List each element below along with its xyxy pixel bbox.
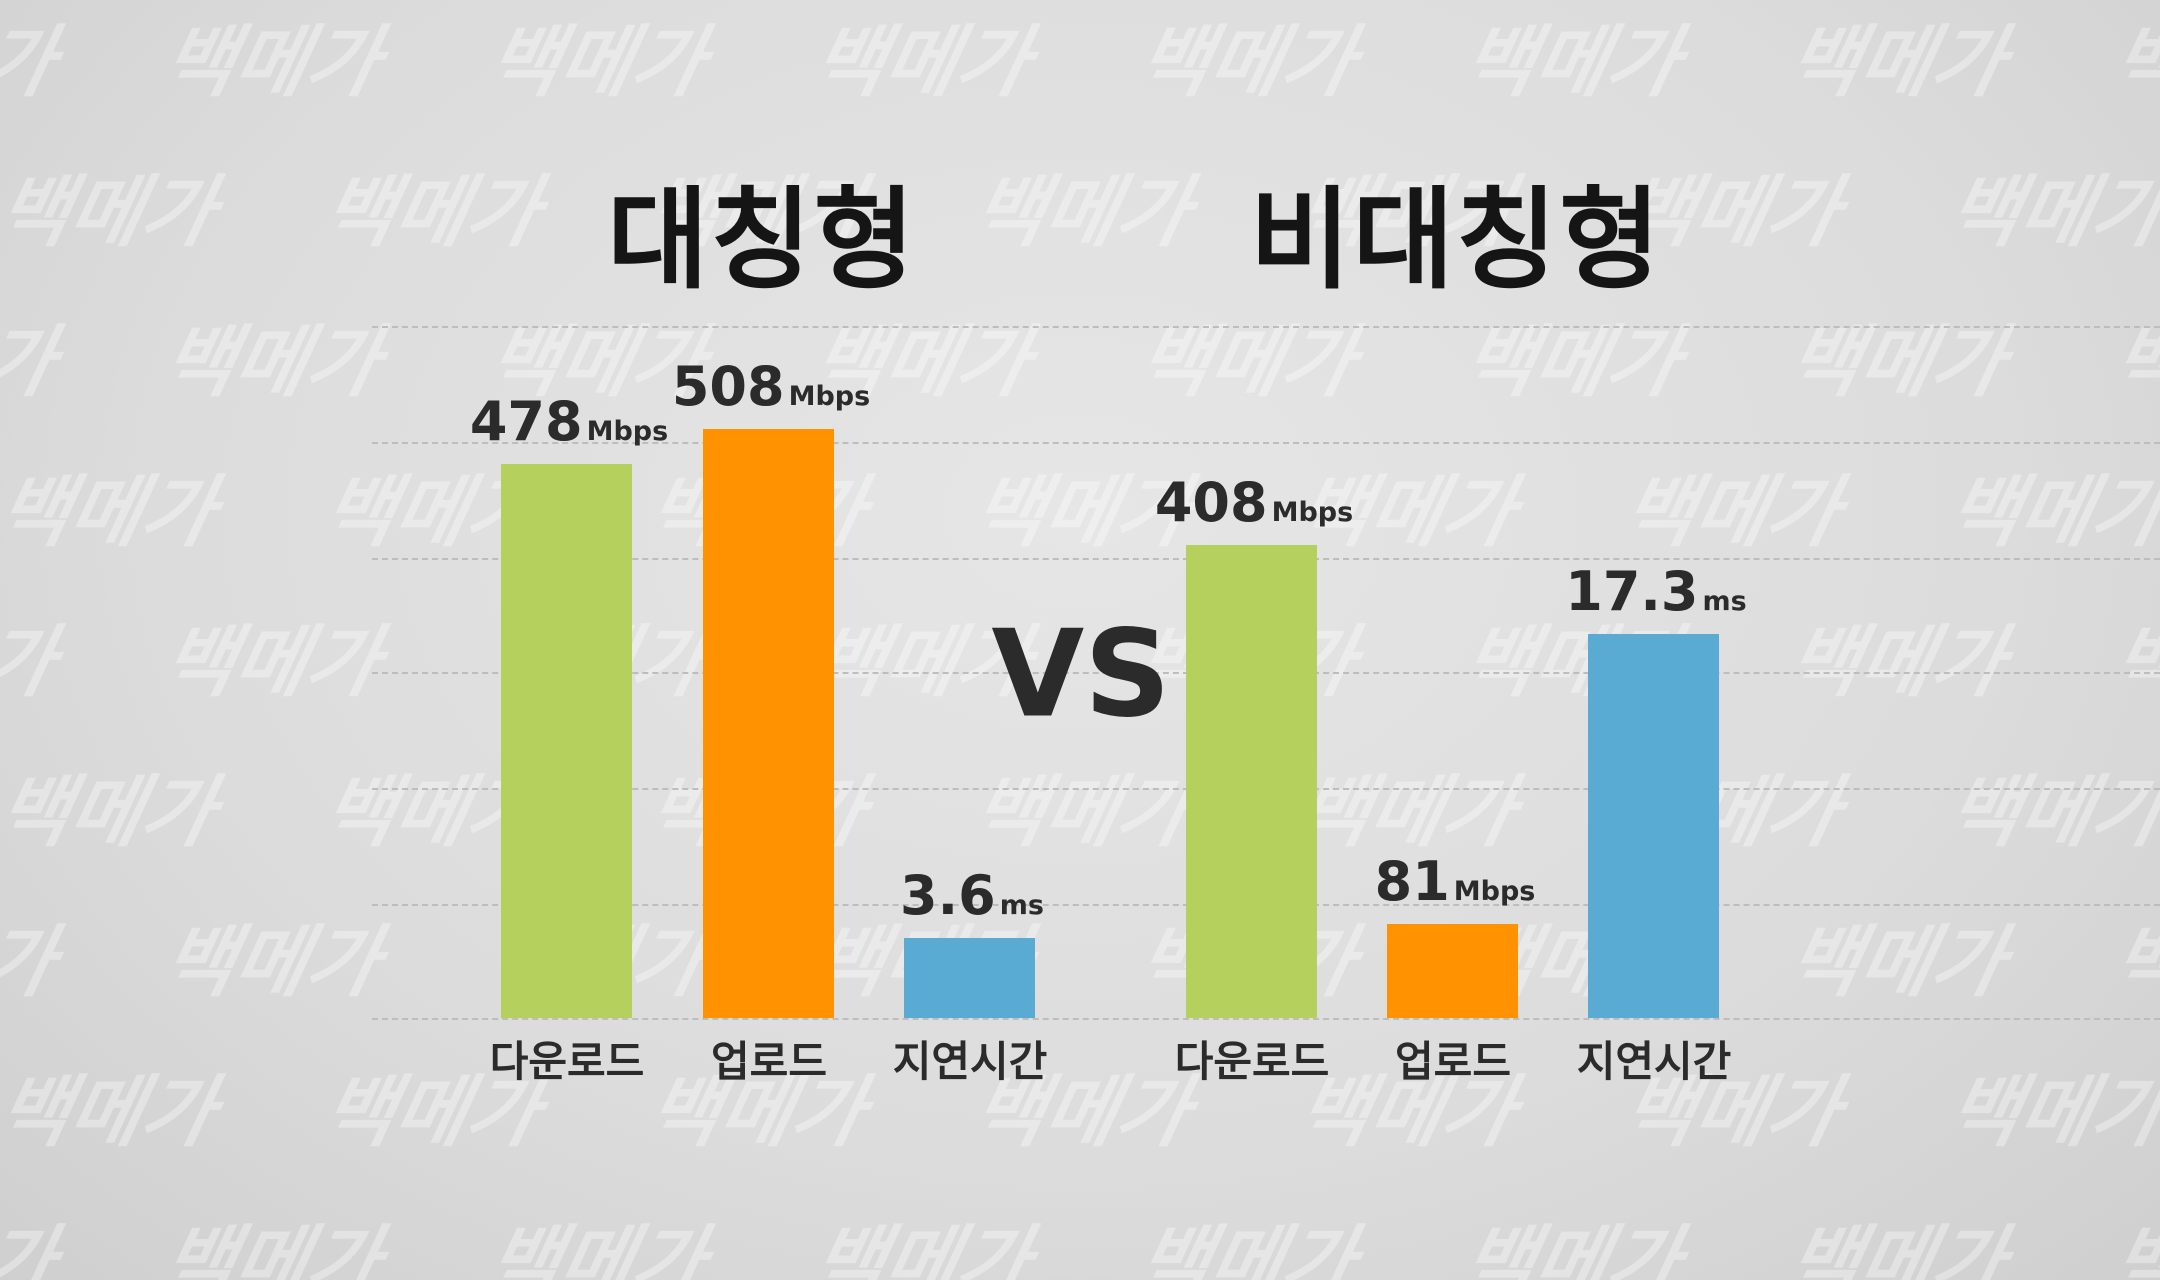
watermark-logo: 백메가: [153, 618, 389, 708]
watermark-logo: 백메가: [1778, 918, 2014, 1008]
value-unit: Mbps: [788, 380, 871, 412]
watermark-logo: 백메가: [1288, 768, 1524, 858]
watermark-logo: 백메가: [1938, 168, 2160, 258]
watermark-logo: 백메가: [963, 168, 1199, 258]
watermark-logo: 백메가: [1128, 1218, 1364, 1280]
value-number: 81: [1374, 850, 1450, 914]
vs-label: VS: [991, 605, 1171, 745]
watermark-logo: 백메가: [1778, 318, 2014, 408]
value-number: 408: [1154, 470, 1268, 534]
chart-title-asymmetric: 비대칭형: [1249, 176, 1663, 304]
watermark-logo: 백메가: [1128, 318, 1364, 408]
bar-latency: [1588, 633, 1719, 1018]
bar-upload: [703, 428, 834, 1018]
watermark-logo: 백메가: [0, 468, 224, 558]
value-number: 508: [671, 354, 785, 418]
gridline: [372, 442, 2160, 444]
bar-upload: [1387, 924, 1518, 1018]
gridline: [372, 326, 2160, 328]
value-label: 508 Mbps: [672, 355, 870, 418]
watermark-logo: 백메가: [1453, 318, 1689, 408]
watermark-logo: 백메가: [0, 1218, 64, 1280]
bar-latency: [904, 938, 1035, 1018]
watermark-logo: 백메가: [2103, 1218, 2160, 1280]
bar-download: [501, 463, 632, 1018]
value-label: 408 Mbps: [1155, 471, 1353, 534]
watermark-logo: 백메가: [0, 768, 224, 858]
watermark-logo: 백메가: [1778, 1218, 2014, 1280]
watermark-logo: 백메가: [2103, 918, 2160, 1008]
category-label: 지연시간: [892, 1037, 1048, 1086]
watermark-logo: 백메가: [1453, 18, 1689, 108]
value-number: 3.6: [900, 864, 996, 928]
value-number: 478: [469, 389, 583, 453]
category-label: 다운로드: [489, 1037, 645, 1086]
category-label: 지연시간: [1576, 1037, 1732, 1086]
watermark-logo: 백메가: [1938, 768, 2160, 858]
watermark-logo: 백메가: [803, 18, 1039, 108]
watermark-logo: 백메가: [478, 18, 714, 108]
watermark-logo: 백메가: [0, 168, 224, 258]
category-label: 다운로드: [1174, 1037, 1330, 1086]
watermark-logo: 백메가: [1128, 18, 1364, 108]
watermark-logo: 백메가: [313, 168, 549, 258]
value-unit: Mbps: [1453, 876, 1536, 908]
bar-download: [1186, 544, 1317, 1018]
value-label: 17.3 ms: [1565, 560, 1746, 623]
category-label: 업로드: [711, 1037, 827, 1086]
category-label: 업로드: [1395, 1037, 1511, 1086]
value-number: 17.3: [1565, 559, 1699, 623]
watermark-logo: 백메가: [1938, 1068, 2160, 1158]
value-unit: ms: [1702, 585, 1747, 617]
watermark-logo: 백메가: [0, 318, 64, 408]
watermark-logo: 백메가: [153, 318, 389, 408]
watermark-logo: 백메가: [1778, 618, 2014, 708]
watermark-logo: 백메가: [0, 618, 64, 708]
watermark-logo: 백메가: [0, 1068, 224, 1158]
watermark-logo: 백메가: [478, 1218, 714, 1280]
watermark-logo: 백메가: [153, 18, 389, 108]
value-unit: ms: [999, 890, 1044, 922]
watermark-logo: 백메가: [1938, 468, 2160, 558]
gridline: [372, 1018, 2160, 1020]
watermark-logo: 백메가: [1613, 468, 1849, 558]
watermark-logo: 백메가: [963, 768, 1199, 858]
value-unit: Mbps: [586, 415, 669, 447]
chart-title-symmetric: 대칭형: [607, 176, 917, 304]
watermark-logo: 백메가: [2103, 318, 2160, 408]
watermark-logo: 백메가: [0, 18, 64, 108]
watermark-logo: 백메가: [2103, 18, 2160, 108]
value-unit: Mbps: [1271, 496, 1354, 528]
watermark-logo: 백메가: [153, 918, 389, 1008]
watermark-logo: 백메가: [153, 1218, 389, 1280]
value-label: 478 Mbps: [470, 390, 668, 453]
value-label: 81 Mbps: [1375, 850, 1536, 913]
value-label: 3.6 ms: [900, 864, 1044, 927]
watermark-logo: 백메가: [1778, 18, 2014, 108]
watermark-logo: 백메가: [803, 1218, 1039, 1280]
watermark-logo: 백메가: [1453, 1218, 1689, 1280]
watermark-logo: 백메가: [2103, 618, 2160, 708]
watermark-logo: 백메가: [0, 918, 64, 1008]
